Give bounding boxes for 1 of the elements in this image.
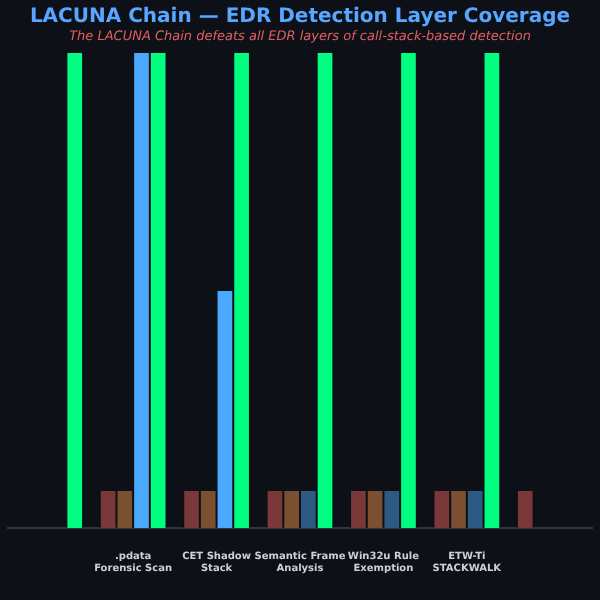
chart-title: LACUNA Chain — EDR Detection Layer Coverage [27,4,573,28]
